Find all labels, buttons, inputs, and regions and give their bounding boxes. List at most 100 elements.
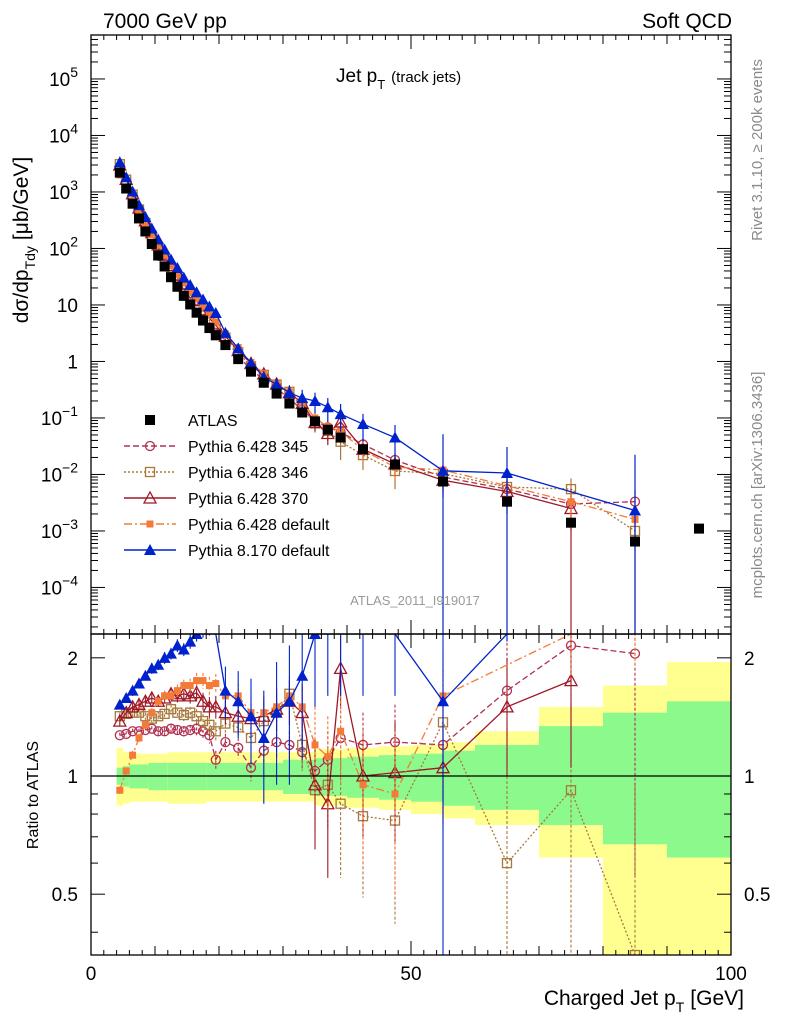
data-point — [180, 279, 188, 287]
plot-title-main: Jet p — [336, 66, 377, 87]
plot-title-extra: (track jets) — [391, 69, 461, 86]
data-point — [220, 340, 231, 351]
data-point — [391, 790, 399, 798]
ratio-series-layer — [112, 634, 641, 955]
data-point — [502, 496, 512, 507]
legend-entry: Pythia 6.428 346 — [124, 465, 308, 482]
y-tick-label: 104 — [49, 120, 78, 147]
data-point — [284, 398, 295, 409]
data-point — [189, 685, 204, 699]
data-point — [437, 695, 449, 707]
data-point — [167, 261, 175, 269]
legend-label: Pythia 6.428 346 — [188, 465, 308, 482]
data-point — [126, 185, 139, 197]
data-point — [153, 726, 164, 737]
data-point — [178, 709, 189, 721]
x-axis-label: Charged Jet pT [GeV] — [544, 987, 744, 1015]
data-point — [283, 695, 296, 707]
x-tick-label: 100 — [715, 964, 747, 985]
data-point — [296, 392, 309, 404]
header-right: Soft QCD — [642, 10, 732, 33]
data-point — [233, 354, 244, 365]
data-point — [146, 723, 157, 734]
data-point — [153, 711, 164, 722]
x-axis-label-sub: T — [676, 999, 685, 1015]
mcplots-label: mcplots.cern.ch [arXiv:1306.3436] — [749, 372, 766, 599]
data-point — [184, 635, 197, 647]
y-tick-label: 1 — [67, 352, 78, 373]
data-point — [152, 658, 165, 670]
data-point — [389, 431, 401, 443]
data-point — [245, 356, 257, 368]
data-point — [359, 781, 367, 789]
data-point — [204, 719, 215, 730]
data-point — [177, 271, 190, 283]
series-main-pythia-8-170-default — [113, 156, 641, 634]
data-point — [138, 693, 153, 707]
y-tick-label: 10−1 — [41, 403, 78, 430]
svg-text:dσ/dpTdy[μb/GeV]: dσ/dpTdy [μb/GeV] — [10, 157, 38, 324]
data-point — [116, 786, 124, 794]
data-point — [126, 684, 139, 696]
data-point — [232, 695, 245, 707]
legend: ATLAS Pythia 6.428 345 Pythia 6.428 346 Pyt… — [124, 413, 330, 560]
data-point — [283, 386, 296, 398]
data-point — [311, 741, 319, 749]
data-point — [120, 692, 133, 704]
data-point — [297, 407, 308, 418]
ratio-tick-label: 0.5 — [52, 885, 78, 906]
x-axis-label-main: Charged Jet p — [544, 987, 676, 1010]
ratio-tick-label: 1 — [67, 767, 78, 788]
data-point — [154, 697, 162, 705]
data-point — [121, 728, 132, 740]
data-point — [219, 326, 232, 338]
legend-label: ATLAS — [188, 413, 238, 430]
data-point — [357, 418, 369, 430]
data-point — [127, 198, 138, 209]
data-point — [257, 731, 270, 743]
data-point — [172, 724, 183, 736]
data-point — [159, 726, 170, 737]
y-tick-label: 102 — [49, 233, 78, 260]
series-main-pythia-6-428-346 — [114, 159, 641, 634]
data-point — [186, 682, 194, 690]
data-point — [501, 857, 513, 869]
data-point — [220, 736, 231, 748]
data-point — [499, 699, 515, 713]
data-point — [185, 707, 196, 718]
data-point — [438, 476, 448, 487]
data-point — [127, 726, 138, 737]
data-point — [205, 311, 213, 319]
data-point — [246, 366, 256, 377]
y-tick-label: 10 — [57, 296, 78, 317]
data-point — [165, 647, 177, 659]
ratio-tick-label-right: 0.5 — [744, 885, 770, 906]
plot-title: Jet pT (track jets) — [336, 66, 461, 92]
data-point — [203, 300, 216, 312]
data-point — [148, 709, 156, 717]
y-axis-label: dσ/dpTdy [μb/GeV] — [10, 157, 38, 324]
data-point — [184, 279, 197, 291]
data-point — [630, 536, 640, 547]
data-point — [334, 408, 347, 420]
data-point — [197, 293, 209, 305]
y-axis-label-sub: Tdy — [22, 246, 38, 269]
ratio-y-axis-label: Ratio to ATLAS — [25, 741, 42, 849]
data-point — [191, 723, 202, 734]
data-point — [171, 262, 184, 274]
data-point — [212, 680, 220, 688]
ratio-tick-label: 2 — [67, 649, 78, 670]
data-point — [173, 271, 181, 279]
data-point — [113, 698, 126, 710]
data-point — [437, 464, 449, 476]
data-point — [167, 692, 175, 700]
series-line — [119, 164, 572, 510]
data-point — [204, 323, 215, 334]
data-point — [145, 662, 158, 674]
data-point — [310, 416, 320, 427]
data-point — [173, 687, 181, 695]
ratio-band-green — [443, 750, 475, 806]
data-point — [193, 677, 201, 685]
